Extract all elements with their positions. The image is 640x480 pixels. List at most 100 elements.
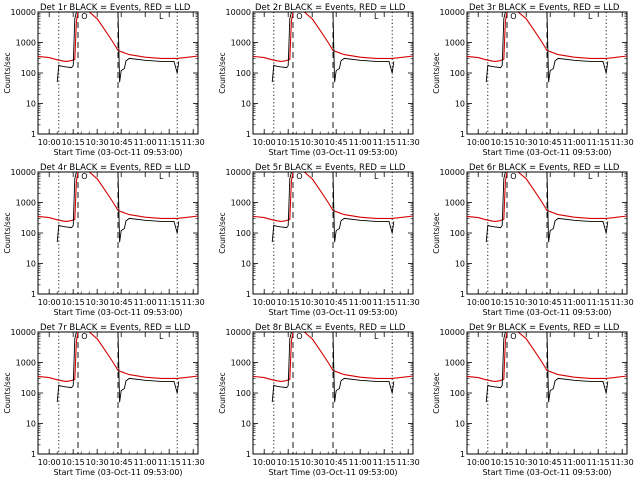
x-tick-label: 10:15	[62, 298, 85, 307]
red-lld-series-line	[253, 12, 413, 62]
y-tick-label: 10	[26, 420, 36, 429]
panel-title: Det 9r BLACK = Events, RED = LLD	[469, 323, 620, 333]
panel-title: Det 1r BLACK = Events, RED = LLD	[40, 3, 191, 13]
x-tick-label: 11:15	[373, 138, 396, 147]
x-tick-label: 10:00	[253, 458, 276, 467]
x-tick-label: 10:15	[62, 458, 85, 467]
y-tick-label: 10000	[11, 168, 36, 177]
marker-label: O	[296, 172, 302, 181]
x-tick-label: 10:00	[467, 138, 490, 147]
y-tick-label: 1000	[16, 359, 36, 368]
x-tick-label: 11:00	[134, 298, 157, 307]
x-tick-label: 11:15	[587, 298, 610, 307]
y-tick-label: 1000	[231, 359, 251, 368]
x-tick-label: 11:00	[563, 138, 586, 147]
y-tick-label: 100	[236, 229, 251, 238]
panel-title: Det 2r BLACK = Events, RED = LLD	[255, 3, 406, 13]
y-tick-label: 1000	[16, 199, 36, 208]
y-tick-label: 1	[246, 290, 251, 299]
x-tick-label: 10:15	[491, 138, 514, 147]
y-tick-label: 1000	[16, 39, 36, 48]
marker-label: L	[159, 172, 164, 181]
x-tick-label: 11:30	[611, 298, 634, 307]
x-tick-label: 10:30	[515, 458, 538, 467]
x-tick-label: 11:15	[158, 458, 181, 467]
black-events-series-line	[56, 172, 180, 243]
x-tick-label: 10:15	[491, 298, 514, 307]
x-tick-label: 10:00	[253, 138, 276, 147]
marker-label: L	[588, 12, 593, 21]
y-tick-label: 1	[460, 450, 465, 459]
y-tick-label: 10	[455, 420, 465, 429]
y-axis-label: Counts/sec	[218, 212, 227, 253]
x-tick-label: 10:45	[539, 458, 562, 467]
x-tick-label: 11:00	[349, 138, 372, 147]
x-tick-label: 10:15	[277, 138, 300, 147]
x-tick-label: 11:00	[349, 298, 372, 307]
x-axis-label: Start Time (03-Oct-11 09:53:00)	[53, 308, 182, 317]
x-tick-label: 11:30	[182, 458, 205, 467]
red-lld-series-line	[253, 172, 413, 222]
x-tick-label: 11:15	[373, 298, 396, 307]
marker-label: L	[159, 332, 164, 341]
marker-label: L	[159, 12, 164, 21]
y-axis-label: Counts/sec	[3, 372, 12, 413]
y-tick-label: 10000	[226, 168, 251, 177]
x-axis-label: Start Time (03-Oct-11 09:53:00)	[53, 468, 182, 477]
marker-label: O	[81, 12, 87, 21]
x-tick-label: 11:15	[158, 138, 181, 147]
red-lld-series-line	[38, 332, 198, 382]
red-lld-series-line	[467, 332, 627, 382]
y-axis-label: Counts/sec	[432, 372, 441, 413]
x-tick-label: 10:15	[277, 458, 300, 467]
x-tick-label: 10:15	[491, 458, 514, 467]
y-tick-label: 100	[450, 69, 465, 78]
panel-title: Det 7r BLACK = Events, RED = LLD	[40, 323, 191, 333]
marker-label: L	[374, 12, 379, 21]
x-tick-label: 10:45	[539, 298, 562, 307]
x-axis-label: Start Time (03-Oct-11 09:53:00)	[53, 148, 182, 157]
y-tick-label: 10000	[11, 328, 36, 337]
x-tick-label: 11:30	[397, 138, 420, 147]
x-axis-label: Start Time (03-Oct-11 09:53:00)	[268, 468, 397, 477]
x-tick-label: 10:00	[467, 458, 490, 467]
black-events-series-line	[485, 332, 609, 403]
x-tick-label: 10:45	[325, 298, 348, 307]
y-tick-label: 1	[460, 290, 465, 299]
x-tick-label: 11:00	[563, 298, 586, 307]
panel-5: Det 5r BLACK = Events, RED = LLD 1 10 100 10…	[218, 163, 420, 317]
x-axis-label: Start Time (03-Oct-11 09:53:00)	[482, 308, 611, 317]
x-tick-label: 10:15	[277, 298, 300, 307]
x-tick-label: 10:00	[253, 298, 276, 307]
marker-label: L	[588, 172, 593, 181]
x-tick-label: 11:15	[158, 298, 181, 307]
panel-9: Det 9r BLACK = Events, RED = LLD 1 10 100 10…	[432, 323, 634, 477]
black-events-series-line	[271, 172, 395, 243]
black-events-series-line	[56, 12, 180, 83]
y-tick-label: 10	[26, 260, 36, 269]
x-tick-label: 10:15	[62, 138, 85, 147]
red-lld-series-line	[467, 12, 627, 62]
y-tick-label: 100	[236, 389, 251, 398]
x-tick-label: 11:15	[587, 138, 610, 147]
y-tick-label: 1	[31, 450, 36, 459]
y-tick-label: 100	[450, 389, 465, 398]
marker-label: O	[81, 172, 87, 181]
y-tick-label: 1	[246, 450, 251, 459]
panel-title: Det 5r BLACK = Events, RED = LLD	[255, 163, 406, 173]
black-events-series-line	[485, 12, 609, 83]
x-tick-label: 10:30	[515, 138, 538, 147]
y-tick-label: 10	[26, 100, 36, 109]
panel-6: Det 6r BLACK = Events, RED = LLD 1 10 100 10…	[432, 163, 634, 317]
marker-label: O	[510, 332, 516, 341]
panel-title: Det 4r BLACK = Events, RED = LLD	[40, 163, 191, 173]
y-axis-label: Counts/sec	[3, 52, 12, 93]
panel-title: Det 3r BLACK = Events, RED = LLD	[469, 3, 620, 13]
y-tick-label: 1	[31, 290, 36, 299]
y-tick-label: 100	[450, 229, 465, 238]
y-tick-label: 10000	[226, 328, 251, 337]
y-tick-label: 10000	[440, 8, 465, 17]
panel-8: Det 8r BLACK = Events, RED = LLD 1 10 100 10…	[218, 323, 420, 477]
y-tick-label: 10000	[440, 168, 465, 177]
panel-3: Det 3r BLACK = Events, RED = LLD 1 10 100 10…	[432, 3, 634, 157]
